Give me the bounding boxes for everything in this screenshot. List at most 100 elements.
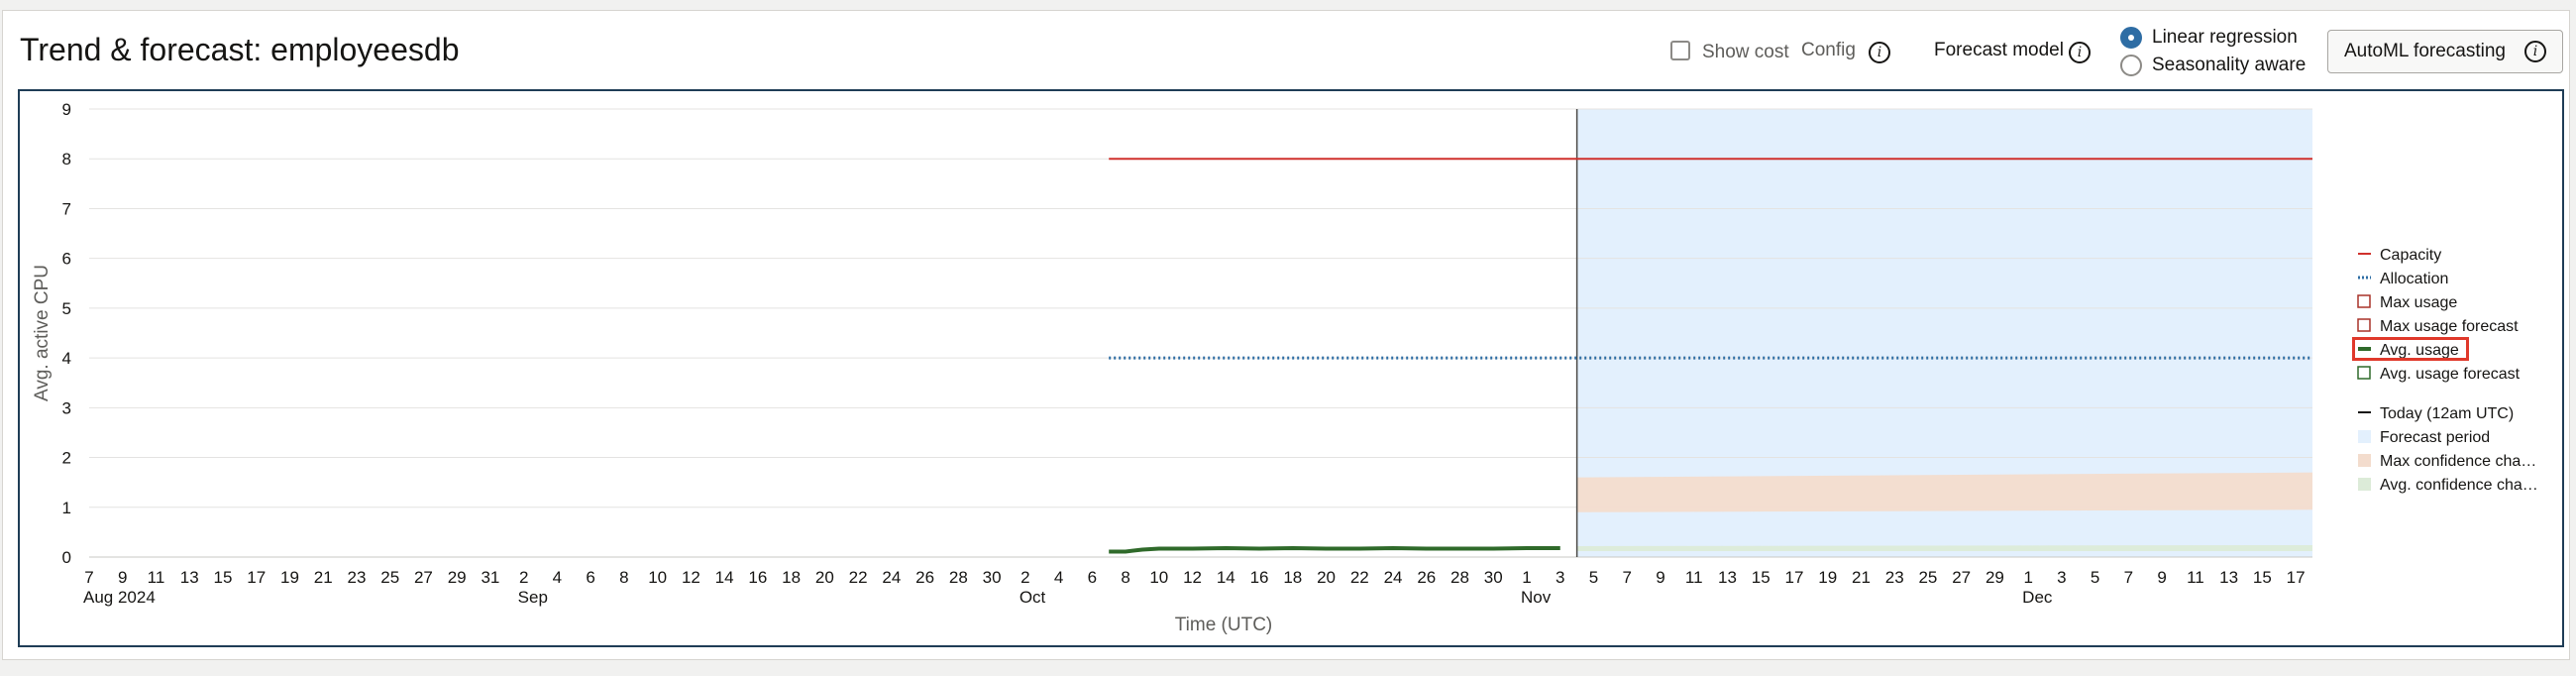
legend-symbol (2357, 318, 2371, 332)
y-tick-label: 0 (62, 548, 71, 567)
x-tick-label: 31 (481, 568, 499, 587)
show-cost-checkbox[interactable] (1670, 41, 1690, 60)
x-month-label: Sep (518, 588, 548, 607)
x-tick-label: 8 (619, 568, 628, 587)
y-tick-label: 3 (62, 398, 71, 417)
x-tick-label: 26 (915, 568, 934, 587)
y-axis-title: Avg. active CPU (32, 265, 53, 401)
automl-info-icon[interactable]: i (2524, 41, 2546, 62)
x-tick-label: 9 (118, 568, 127, 587)
x-tick-label: 13 (180, 568, 199, 587)
x-tick-label: 11 (1685, 568, 1703, 587)
x-tick-label: 22 (849, 568, 868, 587)
x-tick-label: 18 (1283, 568, 1302, 587)
x-tick-label: 12 (1183, 568, 1202, 587)
linear-regression-radio[interactable] (2120, 27, 2142, 49)
x-tick-label: 30 (1484, 568, 1503, 587)
legend-label: Max confidence cha… (2380, 453, 2536, 470)
x-tick-label: 3 (2057, 568, 2066, 587)
y-tick-label: 8 (62, 150, 71, 169)
forecast-model-info-icon[interactable]: i (2069, 42, 2091, 63)
x-tick-label: 9 (1656, 568, 1664, 587)
x-tick-label: 12 (682, 568, 700, 587)
x-tick-label: 2 (519, 568, 528, 587)
x-tick-label: 11 (2187, 568, 2204, 587)
x-tick-label: 18 (782, 568, 801, 587)
x-tick-label: 23 (1885, 568, 1904, 587)
x-tick-label: 2 (1020, 568, 1029, 587)
seasonality-aware-radio[interactable] (2120, 55, 2142, 76)
x-tick-label: 9 (2157, 568, 2166, 587)
x-tick-label: 15 (2253, 568, 2272, 587)
x-tick-label: 21 (314, 568, 333, 587)
x-tick-label: 23 (347, 568, 366, 587)
x-tick-label: 7 (84, 568, 93, 587)
x-tick-label: 26 (1417, 568, 1436, 587)
x-tick-label: 30 (983, 568, 1002, 587)
legend-label: Max usage forecast (2380, 318, 2519, 335)
x-tick-label: 4 (553, 568, 562, 587)
series-line (1109, 545, 1560, 554)
x-tick-label: 14 (715, 568, 734, 587)
x-month-label: Nov (1521, 588, 1552, 607)
y-tick-label: 6 (62, 250, 71, 269)
legend-label: Max usage (2380, 294, 2457, 311)
x-tick-label: 3 (1556, 568, 1564, 587)
legend-label: Avg. confidence cha… (2380, 477, 2538, 494)
legend-symbol (2357, 294, 2371, 308)
x-tick-label: 6 (586, 568, 594, 587)
x-tick-label: 17 (2287, 568, 2306, 587)
config-info-icon[interactable]: i (1869, 42, 1890, 63)
x-tick-label: 16 (1250, 568, 1269, 587)
show-cost-label[interactable]: Show cost (1702, 42, 1789, 62)
x-tick-label: 7 (1623, 568, 1632, 587)
x-tick-label: 13 (2219, 568, 2238, 587)
legend-symbol (2358, 454, 2371, 467)
x-tick-label: 25 (1918, 568, 1937, 587)
x-tick-label: 1 (2023, 568, 2032, 587)
legend-symbol (2357, 366, 2371, 380)
legend-label: Avg. usage forecast (2380, 366, 2521, 383)
x-tick-label: 29 (448, 568, 467, 587)
x-tick-label: 22 (1350, 568, 1369, 587)
legend-label: Allocation (2380, 271, 2448, 287)
x-tick-label: 1 (1522, 568, 1531, 587)
x-tick-label: 10 (1149, 568, 1168, 587)
x-tick-label: 17 (247, 568, 266, 587)
x-tick-label: 4 (1054, 568, 1063, 587)
x-month-label: Dec (2022, 588, 2053, 607)
y-tick-label: 1 (62, 499, 71, 517)
legend-label: Today (12am UTC) (2380, 405, 2514, 422)
x-tick-label: 5 (1589, 568, 1598, 587)
automl-forecasting-button[interactable]: AutoML forecasting i (2327, 30, 2563, 73)
confidence-band (1576, 544, 2312, 551)
page-title: Trend & forecast: employeesdb (20, 32, 460, 67)
confidence-band (1576, 472, 2312, 512)
x-tick-label: 14 (1217, 568, 1235, 587)
x-tick-label: 13 (1718, 568, 1737, 587)
x-tick-label: 19 (280, 568, 299, 587)
x-tick-label: 20 (815, 568, 834, 587)
x-tick-label: 24 (882, 568, 901, 587)
linear-regression-label[interactable]: Linear regression (2152, 27, 2298, 48)
y-tick-label: 9 (62, 100, 71, 119)
x-tick-label: 6 (1088, 568, 1097, 587)
legend-label: Capacity (2380, 247, 2441, 264)
x-tick-label: 15 (1752, 568, 1771, 587)
x-tick-label: 16 (748, 568, 767, 587)
x-tick-label: 28 (949, 568, 968, 587)
x-tick-label: 24 (1384, 568, 1403, 587)
forecast-model-label: Forecast model (1934, 40, 2064, 60)
legend-label: Avg. usage (2380, 342, 2459, 359)
legend-symbol (2358, 478, 2371, 491)
config-label[interactable]: Config (1801, 40, 1856, 60)
seasonality-aware-label[interactable]: Seasonality aware (2152, 55, 2307, 75)
legend-highlight-avg-usage (2352, 337, 2469, 361)
x-tick-label: 7 (2124, 568, 2133, 587)
x-tick-label: 20 (1317, 568, 1336, 587)
x-tick-label: 8 (1121, 568, 1129, 587)
x-month-label: Oct (1020, 588, 1046, 607)
x-tick-label: 25 (380, 568, 399, 587)
x-tick-label: 28 (1450, 568, 1469, 587)
